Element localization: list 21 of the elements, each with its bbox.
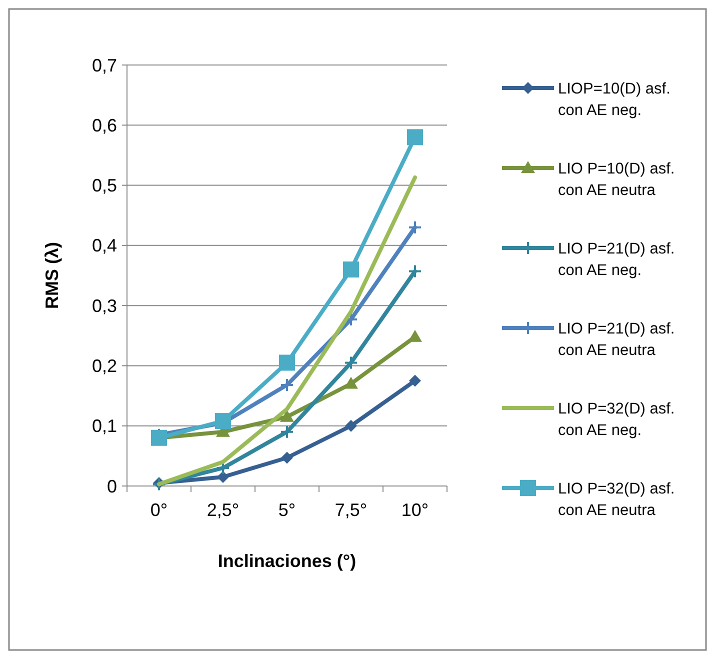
- legend-label: LIO P=21(D) asf. con AE neutra: [558, 320, 675, 360]
- y-tick-label: 0,4: [92, 236, 117, 256]
- legend-label: LIO P=21(D) asf. con AE neg.: [558, 240, 675, 280]
- y-tick-label: 0,2: [92, 356, 117, 376]
- y-tick-label: 0,7: [92, 55, 117, 76]
- y-tick-label: 0,3: [92, 296, 117, 316]
- legend-label: LIO P=10(D) asf. con AE neutra: [558, 160, 675, 200]
- x-tick-label: 5°: [278, 500, 296, 520]
- x-tick-label: 2,5°: [206, 500, 240, 520]
- y-tick-label: 0,1: [92, 416, 117, 436]
- y-tick-label: 0,6: [92, 115, 117, 136]
- x-tick-label: 0°: [150, 500, 168, 520]
- y-tick-label: 0: [106, 476, 117, 496]
- x-axis-title: Inclinaciones (°): [218, 551, 356, 571]
- x-tick-label: 10°: [401, 500, 429, 520]
- legend-label: LIOP=10(D) asf. con AE neg.: [558, 80, 670, 120]
- legend-label: LIO P=32(D) asf. con AE neg.: [558, 400, 675, 440]
- y-axis-title: RMS (λ): [42, 242, 62, 309]
- x-tick-label: 7,5°: [334, 500, 368, 520]
- y-tick-label: 0,5: [92, 176, 117, 196]
- legend-label: LIO P=32(D) asf. con AE neutra: [558, 480, 675, 520]
